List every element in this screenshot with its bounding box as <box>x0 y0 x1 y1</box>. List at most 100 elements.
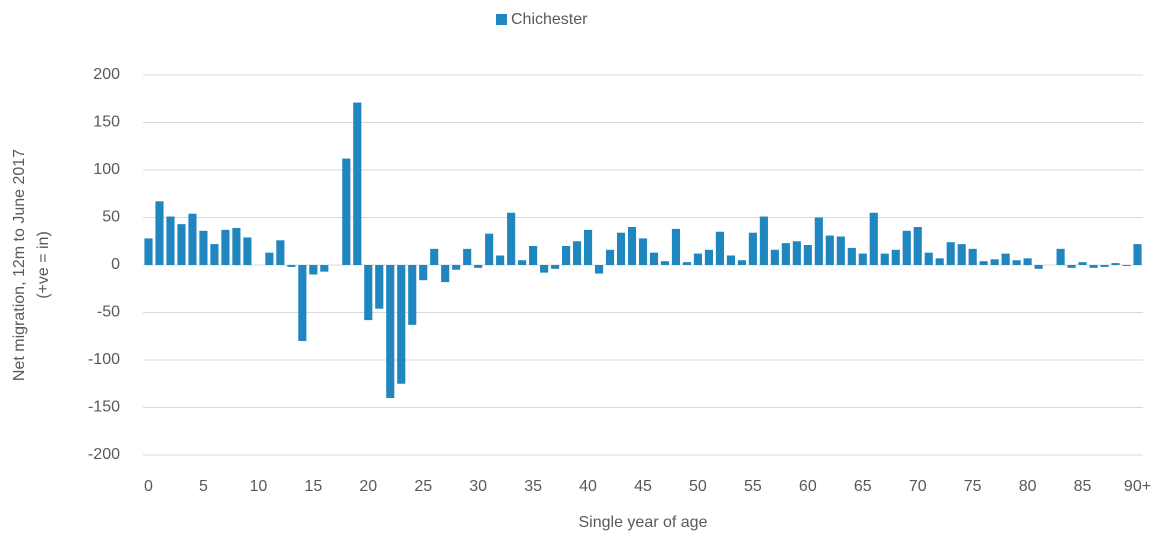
bar <box>353 102 362 265</box>
x-tick-label: 45 <box>634 478 652 495</box>
bar <box>803 245 812 265</box>
bar <box>924 252 933 265</box>
x-tick-label: 70 <box>909 478 927 495</box>
bar <box>1089 265 1098 268</box>
bar <box>452 265 461 270</box>
bar <box>1012 260 1021 265</box>
bar <box>759 216 768 265</box>
bar <box>737 260 746 265</box>
legend-swatch <box>496 14 507 25</box>
bar <box>814 217 823 265</box>
bar <box>605 249 615 265</box>
bar <box>144 238 153 265</box>
bar <box>463 248 472 265</box>
bar <box>913 227 922 265</box>
bar <box>573 241 582 265</box>
y-tick-label: -100 <box>88 351 120 368</box>
y-tick-label: -200 <box>88 446 120 463</box>
bar <box>869 212 878 265</box>
x-tick-label: 60 <box>799 478 817 495</box>
bar <box>836 236 845 265</box>
bar <box>616 232 626 265</box>
bar <box>419 265 428 281</box>
bar <box>397 265 406 384</box>
x-tick-label: 0 <box>144 478 153 495</box>
bar <box>177 224 186 265</box>
bar <box>375 265 384 309</box>
bar <box>748 232 757 265</box>
y-axis-title: Net migration, 12m to June 2017 <box>11 149 28 381</box>
bar <box>551 265 560 269</box>
y-tick-label: 150 <box>93 114 120 131</box>
bar <box>320 265 329 272</box>
legend-label: Chichester <box>511 11 588 28</box>
bar <box>957 244 966 265</box>
bar <box>649 252 659 265</box>
x-tick-label: 10 <box>249 478 267 495</box>
y-tick-label: 50 <box>102 209 120 226</box>
x-tick-label: 90+ <box>1124 478 1151 495</box>
bar <box>594 265 604 274</box>
bar <box>1078 262 1087 265</box>
bar <box>1133 244 1142 265</box>
bar <box>518 260 527 265</box>
bar <box>847 247 856 265</box>
bar <box>891 249 900 265</box>
bar <box>386 265 395 398</box>
x-tick-label: 50 <box>689 478 707 495</box>
bar <box>715 231 724 265</box>
bar <box>474 265 483 268</box>
bar <box>583 229 593 265</box>
bar <box>485 233 494 265</box>
bar <box>298 265 307 341</box>
bar <box>1023 258 1032 265</box>
x-tick-label: 15 <box>304 478 322 495</box>
x-tick-label: 55 <box>744 478 762 495</box>
bar <box>902 230 911 265</box>
bar <box>1056 248 1065 265</box>
x-tick-label: 25 <box>414 478 432 495</box>
y-tick-label: -150 <box>88 399 120 416</box>
bar <box>166 216 175 265</box>
y-axis-title: (+ve = in) <box>35 231 52 299</box>
bar <box>562 246 571 265</box>
bar <box>265 252 274 265</box>
bar <box>770 249 779 265</box>
x-tick-label: 5 <box>199 478 208 495</box>
bar <box>199 230 208 265</box>
y-tick-label: -50 <box>97 304 120 321</box>
bar <box>660 261 670 265</box>
bar <box>1100 265 1109 267</box>
bar <box>1111 263 1120 265</box>
x-tick-label: 30 <box>469 478 487 495</box>
bar <box>704 249 713 265</box>
y-tick-label: 0 <box>111 256 120 273</box>
bar <box>232 227 241 265</box>
bar <box>441 265 450 283</box>
bar <box>342 158 351 265</box>
bar <box>979 261 988 265</box>
bar <box>210 244 219 265</box>
bar <box>792 241 801 265</box>
x-tick-label: 85 <box>1074 478 1092 495</box>
bar <box>1122 265 1131 266</box>
bar <box>188 213 197 265</box>
bar <box>781 243 790 265</box>
bar <box>287 265 296 267</box>
bar <box>1001 253 1010 265</box>
bar <box>309 265 318 275</box>
x-tick-label: 35 <box>524 478 542 495</box>
bar <box>529 246 538 265</box>
bar <box>825 235 834 265</box>
bar <box>627 227 637 265</box>
bar <box>1067 265 1076 268</box>
bar <box>726 255 735 265</box>
bar <box>638 238 648 265</box>
bar <box>693 253 703 265</box>
bar <box>364 265 373 321</box>
bar <box>1034 265 1043 269</box>
y-tick-label: 100 <box>93 161 120 178</box>
bar <box>507 212 516 265</box>
bar <box>968 248 977 265</box>
